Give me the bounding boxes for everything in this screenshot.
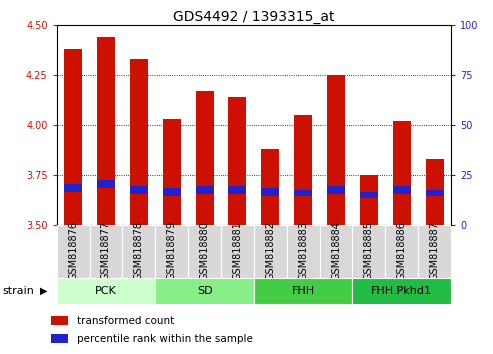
Text: strain: strain (2, 286, 35, 296)
Bar (155, 278, 254, 304)
Text: GSM818876: GSM818876 (68, 221, 78, 280)
Bar (64, 184, 82, 192)
Bar (188, 225, 221, 278)
Bar (352, 225, 386, 278)
Bar (425, 190, 444, 196)
Bar (261, 149, 280, 225)
Text: GSM818879: GSM818879 (167, 221, 176, 280)
Bar (327, 75, 345, 225)
Text: GSM818884: GSM818884 (331, 221, 341, 280)
Bar (254, 278, 352, 304)
Text: ▶: ▶ (40, 286, 48, 296)
Text: percentile rank within the sample: percentile rank within the sample (77, 334, 253, 344)
Bar (51, 334, 68, 343)
Bar (287, 225, 319, 278)
Bar (294, 190, 312, 196)
Bar (352, 278, 451, 304)
Bar (155, 225, 188, 278)
Bar (228, 97, 246, 225)
Bar (261, 188, 280, 196)
Bar (360, 175, 378, 225)
Bar (393, 186, 411, 194)
Bar (97, 180, 115, 188)
Text: FHH: FHH (292, 286, 315, 296)
Bar (64, 49, 82, 225)
Bar (97, 37, 115, 225)
Bar (254, 225, 287, 278)
Bar (130, 186, 148, 194)
Bar (360, 192, 378, 198)
Text: PCK: PCK (95, 286, 117, 296)
Text: FHH.Pkhd1: FHH.Pkhd1 (371, 286, 432, 296)
Bar (57, 225, 90, 278)
Text: GSM818878: GSM818878 (134, 221, 144, 280)
Text: GSM818880: GSM818880 (200, 221, 210, 280)
Bar (196, 186, 213, 194)
Bar (51, 316, 68, 325)
Text: GSM818885: GSM818885 (364, 221, 374, 280)
Bar (228, 186, 246, 194)
Bar (386, 225, 418, 278)
Text: transformed count: transformed count (77, 316, 174, 326)
Text: GSM818883: GSM818883 (298, 221, 308, 280)
Bar (57, 278, 155, 304)
Text: GSM818881: GSM818881 (233, 221, 243, 280)
Bar (319, 225, 352, 278)
Text: GSM818882: GSM818882 (265, 221, 275, 280)
Text: GSM818887: GSM818887 (430, 221, 440, 280)
Bar (122, 225, 155, 278)
Bar (327, 186, 345, 194)
Bar (130, 59, 148, 225)
Bar (90, 225, 122, 278)
Text: SD: SD (197, 286, 212, 296)
Bar (393, 121, 411, 225)
Text: GSM818877: GSM818877 (101, 221, 111, 280)
Bar (294, 115, 312, 225)
Bar (163, 188, 181, 196)
Bar (221, 225, 254, 278)
Bar (196, 91, 213, 225)
Bar (425, 159, 444, 225)
Bar (163, 119, 181, 225)
Bar (418, 225, 451, 278)
Text: GSM818886: GSM818886 (397, 221, 407, 280)
Title: GDS4492 / 1393315_at: GDS4492 / 1393315_at (173, 10, 335, 24)
